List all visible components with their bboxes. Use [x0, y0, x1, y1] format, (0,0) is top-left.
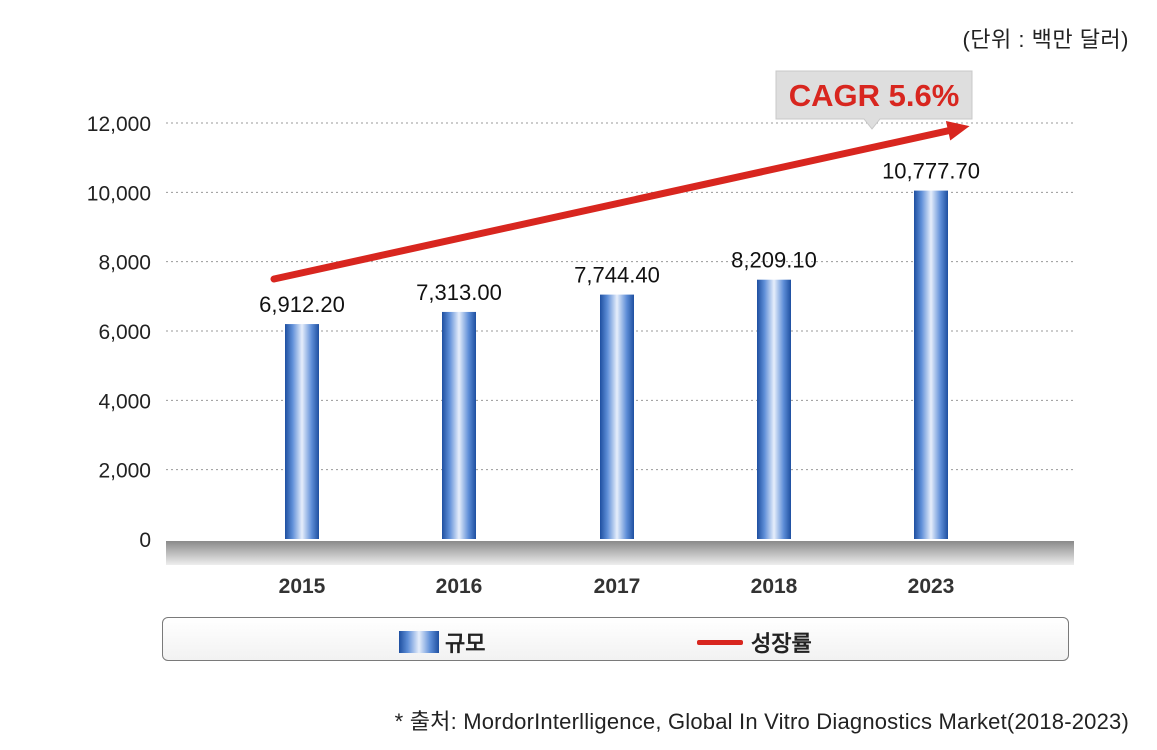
- data-label-2016: 7,313.00: [416, 280, 502, 305]
- data-label-2018: 8,209.10: [731, 248, 817, 273]
- data-labels: 6,912.20 7,313.00 7,744.40 8,209.10 10,777.7…: [259, 159, 980, 317]
- legend: 규모 성장률: [162, 617, 1069, 661]
- y-axis-ticks: 0 2,000 4,000 6,000 8,000 10,000 12,000: [87, 113, 151, 552]
- callout-text: CAGR 5.6%: [789, 78, 960, 113]
- cagr-callout: CAGR 5.6%: [775, 70, 973, 130]
- bar-2015: [285, 324, 319, 539]
- y-tick-label: 4,000: [98, 390, 151, 413]
- data-label-2015: 6,912.20: [259, 292, 345, 317]
- y-tick-label: 6,000: [98, 321, 151, 344]
- bars: [285, 190, 948, 539]
- x-axis-ticks: 2015 2016 2017 2018 2023: [279, 575, 955, 598]
- y-tick-label: 10,000: [87, 182, 151, 205]
- legend-item-size: 규모: [399, 626, 485, 658]
- data-label-2023: 10,777.70: [882, 159, 980, 184]
- bar-2017: [600, 294, 634, 539]
- y-tick-label: 8,000: [98, 252, 151, 275]
- x-tick-label-2015: 2015: [279, 575, 326, 598]
- x-tick-label-2017: 2017: [594, 575, 641, 598]
- trend-line-group: [270, 121, 970, 283]
- trend-line: [270, 126, 956, 283]
- y-tick-label: 2,000: [98, 460, 151, 483]
- data-label-2017: 7,744.40: [574, 263, 660, 288]
- legend-label-size: 규모: [445, 631, 486, 656]
- callout-bubble: [775, 70, 973, 130]
- bar-2018: [757, 279, 791, 539]
- unit-label: (단위 : 백만 달러): [962, 27, 1129, 52]
- bar-2016: [442, 311, 476, 539]
- chart-floor: [166, 541, 1074, 565]
- legend-label-growth: 성장률: [751, 631, 812, 656]
- legend-bar-swatch: [399, 631, 439, 653]
- trend-arrowhead: [945, 121, 970, 141]
- legend-line-swatch: [697, 639, 743, 645]
- legend-item-growth: 성장률: [697, 626, 812, 658]
- bar-2023: [914, 190, 948, 539]
- source-label: * 출처: MordorInterlligence, Global In Vit…: [394, 709, 1129, 734]
- y-tick-label: 12,000: [87, 113, 151, 136]
- x-tick-label-2016: 2016: [436, 575, 483, 598]
- y-tick-label: 0: [139, 529, 151, 552]
- x-tick-label-2023: 2023: [908, 575, 955, 598]
- x-tick-label-2018: 2018: [751, 575, 798, 598]
